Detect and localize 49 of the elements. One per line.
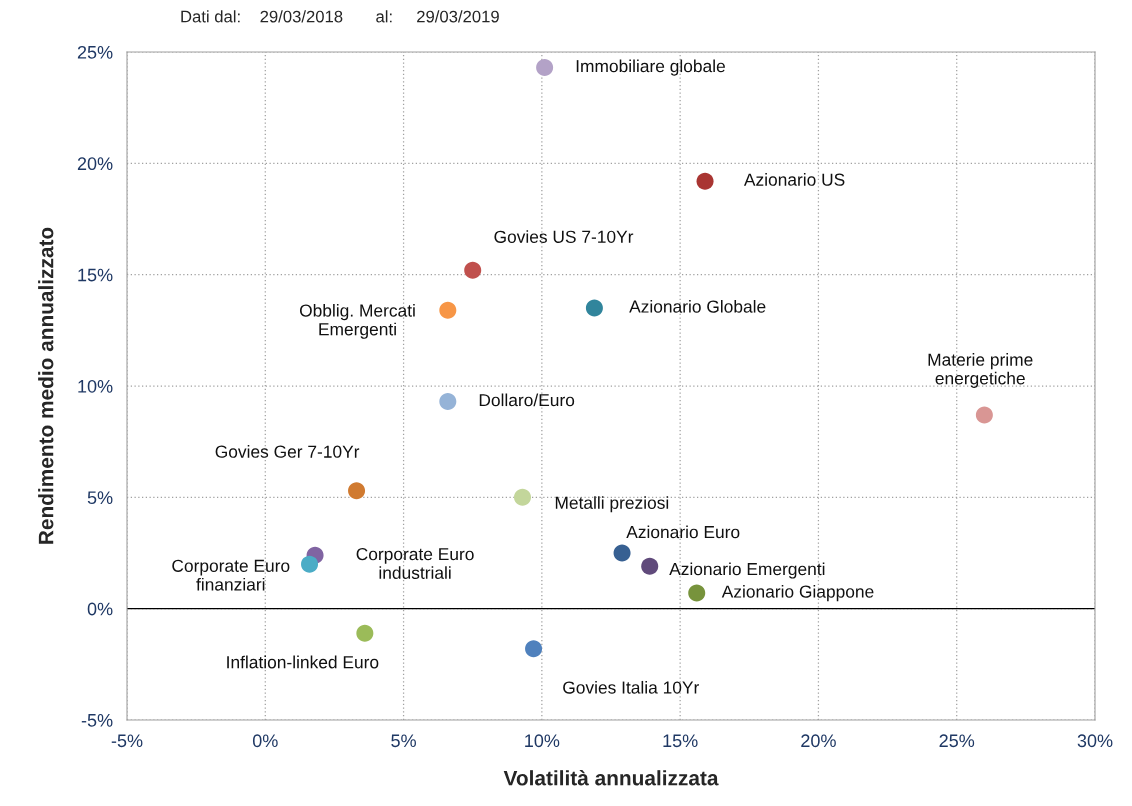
point bbox=[641, 557, 659, 575]
point bbox=[513, 488, 531, 506]
series-label: Azionario US bbox=[743, 173, 845, 186]
x-tick-label: 5% bbox=[391, 734, 416, 748]
x-tick-label: 15% bbox=[663, 734, 698, 748]
series-label: Azionario Emergenti bbox=[669, 562, 825, 579]
x-tick-label: 25% bbox=[939, 734, 975, 748]
series-label: Metalli preziosi bbox=[555, 496, 669, 513]
y-tick-label: 25% bbox=[77, 45, 113, 59]
series-label: Dollaro/Euro bbox=[479, 393, 575, 407]
y-tick-label: 15% bbox=[78, 268, 113, 282]
y-tick-label: 10% bbox=[78, 379, 113, 393]
point bbox=[975, 406, 993, 424]
point bbox=[348, 482, 366, 500]
series-label: Inflation-linked Euro bbox=[227, 655, 379, 669]
y-axis-title: Rendimento medio annualizzato bbox=[38, 227, 54, 544]
point bbox=[464, 261, 482, 279]
point bbox=[585, 299, 603, 317]
x-axis-title: Volatilità annualizzata bbox=[503, 769, 719, 786]
series-label: Corporate Euro finanziari bbox=[172, 559, 290, 591]
point bbox=[525, 640, 543, 658]
series-label: Govies US 7-10Yr bbox=[494, 230, 634, 243]
x-tick-label: 10% bbox=[525, 734, 560, 748]
series-label: Govies Ger 7-10Yr bbox=[215, 445, 360, 458]
x-tick-label: 0% bbox=[252, 734, 278, 748]
point bbox=[439, 301, 457, 319]
point bbox=[688, 584, 706, 602]
y-tick-label: 20% bbox=[77, 157, 113, 171]
y-tick-label: 0% bbox=[87, 602, 113, 616]
point bbox=[301, 555, 319, 573]
point bbox=[613, 544, 631, 562]
text: Materie prime energetiche bbox=[928, 353, 1033, 388]
series-label: Obblig. Mercati Emergenti bbox=[299, 303, 415, 339]
point bbox=[356, 624, 374, 642]
series-label: Azionario Giappone bbox=[721, 584, 874, 602]
series-label: Azionario Globale bbox=[629, 299, 766, 313]
point bbox=[696, 172, 714, 190]
series-label: Azionario Euro bbox=[626, 525, 740, 539]
y-tick-label: -5% bbox=[81, 714, 113, 727]
x-tick-label: 20% bbox=[801, 734, 836, 748]
text: Govies Italia 10Yr bbox=[563, 680, 700, 694]
text: Dati dal: 29/03/2018 al: 29/03/2019 bbox=[181, 10, 499, 23]
x-tick-label: -5% bbox=[111, 734, 143, 748]
series-label: Corporate Euro industriali bbox=[356, 547, 474, 579]
y-tick-label: 5% bbox=[87, 491, 113, 505]
series-label: Immobiliare globale bbox=[576, 59, 725, 76]
point bbox=[439, 393, 457, 411]
point bbox=[536, 59, 554, 77]
x-tick-label: 30% bbox=[1077, 734, 1113, 748]
